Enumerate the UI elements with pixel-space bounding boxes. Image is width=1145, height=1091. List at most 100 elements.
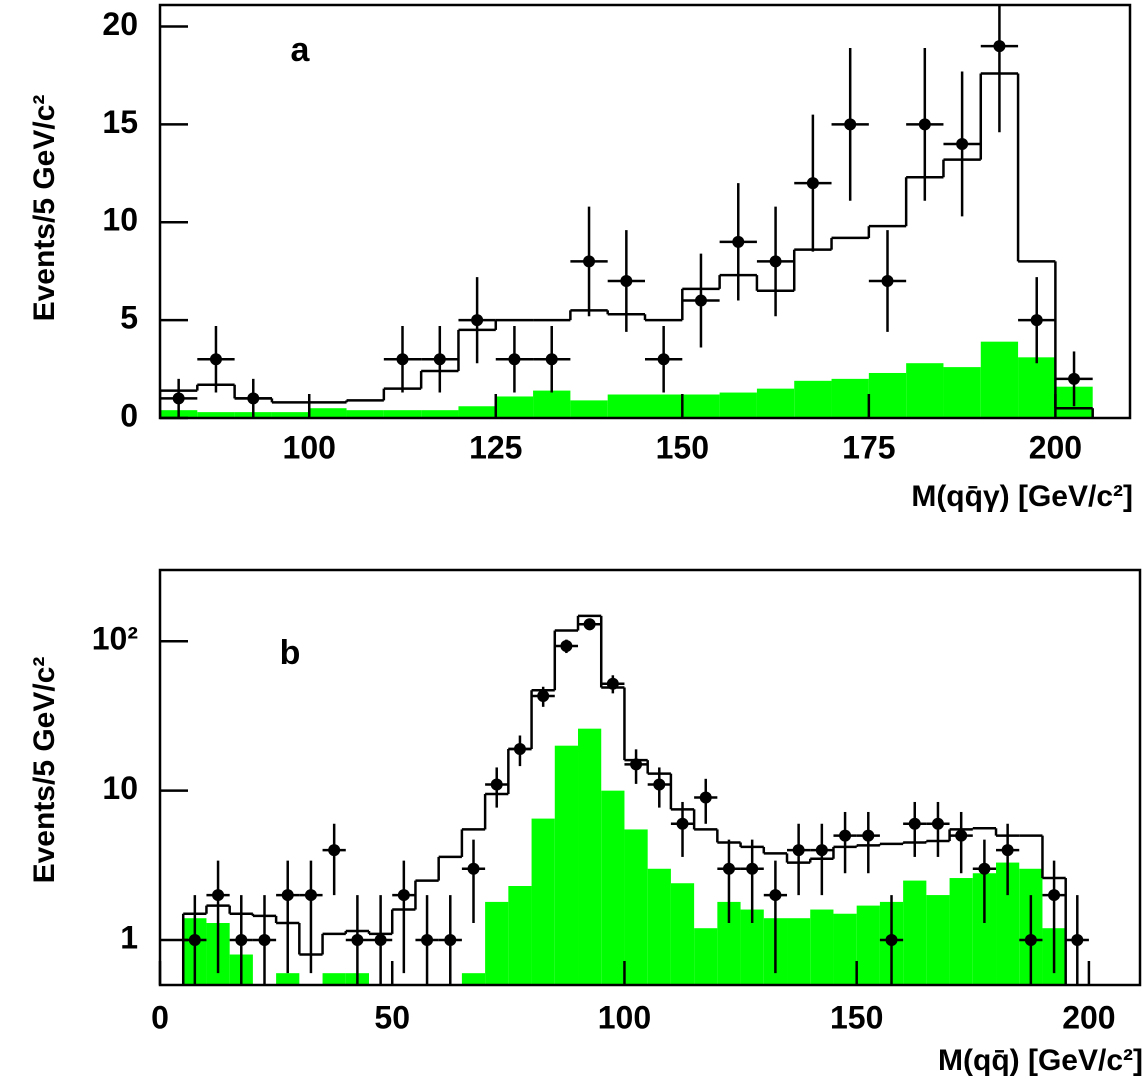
data-point (508, 353, 521, 366)
data-point (792, 844, 805, 857)
data-point (732, 235, 745, 248)
background-bar (607, 394, 645, 418)
data-point (653, 778, 666, 791)
background-bar (740, 909, 764, 985)
data-point (258, 934, 271, 947)
background-bar (461, 973, 486, 985)
data-point (722, 862, 735, 875)
frame (158, 3, 1132, 420)
data-point (815, 844, 828, 857)
y-tick-label: 10 (102, 770, 138, 806)
background-bar (647, 868, 671, 985)
panel-label: b (280, 634, 301, 672)
background-bar (309, 408, 347, 418)
background-bar (980, 341, 1019, 418)
background-bar (1018, 357, 1056, 418)
data-point (931, 817, 944, 830)
background-bar (972, 873, 997, 985)
data-point (955, 829, 968, 842)
x-tick-label: 200 (1062, 999, 1115, 1035)
background-bar (383, 410, 422, 418)
y-tick-label: 15 (102, 104, 138, 140)
data-point (545, 353, 558, 366)
y-tick-label: 10 (102, 202, 138, 238)
data-point (583, 255, 596, 268)
background-bar (271, 412, 310, 418)
data-point (328, 844, 341, 857)
data-point (918, 118, 931, 131)
background-bar (508, 885, 532, 985)
data-point (1001, 844, 1014, 857)
data-point (993, 40, 1006, 53)
data-point (583, 618, 596, 631)
data-point (421, 934, 434, 947)
y-tick-label: 1 (120, 919, 138, 955)
background-bar (906, 363, 944, 418)
data-point (444, 934, 457, 947)
x-tick-label: 150 (656, 429, 709, 465)
background-bar (756, 388, 795, 418)
data-point (769, 889, 782, 902)
plot-area (160, 5, 1094, 418)
data-point (397, 889, 410, 902)
background-bar (831, 378, 869, 418)
x-tick-label: 100 (283, 429, 336, 465)
x-axis-title: M(qq̄) [GeV/c²] (938, 1044, 1143, 1077)
data-point (746, 862, 759, 875)
y-axis-title: Events/5 GeV/c² (28, 657, 61, 884)
background-bar (787, 918, 811, 985)
background-bar (421, 410, 459, 418)
data-point (1068, 372, 1081, 385)
background-bar (624, 829, 648, 985)
data-point (694, 294, 707, 307)
y-tick-label: 5 (120, 300, 138, 336)
y-tick-label: 0 (120, 397, 138, 433)
data-point (433, 353, 446, 366)
x-tick-label: 0 (151, 999, 169, 1035)
frame (158, 568, 1142, 987)
data-point (839, 829, 852, 842)
data-point (676, 817, 689, 830)
background-bar (601, 790, 625, 985)
data-point (396, 353, 409, 366)
background-bar (197, 412, 235, 418)
plot-area (181, 614, 1089, 985)
data-point (1024, 934, 1037, 947)
background-bar (682, 394, 720, 418)
data-point (844, 118, 857, 131)
data-point (304, 889, 317, 902)
data-point (657, 353, 670, 366)
data-point (513, 743, 526, 756)
data-point (1030, 314, 1043, 327)
background-bar (531, 818, 555, 985)
data-point (560, 639, 573, 652)
background-bar (949, 878, 973, 985)
y-tick-label: 20 (102, 6, 138, 42)
background-bar (996, 862, 1020, 985)
data-point (862, 829, 875, 842)
data-point (247, 392, 260, 405)
data-point (620, 274, 633, 287)
x-tick-label: 50 (374, 999, 410, 1035)
background-bar (943, 367, 981, 418)
background-bar (485, 901, 509, 985)
background-bar (322, 973, 346, 985)
data-point (235, 934, 248, 947)
data-point (699, 791, 712, 804)
background-bar (694, 928, 718, 985)
data-point (978, 862, 991, 875)
background-bar (717, 901, 741, 985)
background-bar (276, 973, 300, 985)
data-point (188, 934, 201, 947)
background-bar (570, 400, 608, 418)
data-point (209, 353, 222, 366)
data-point (630, 758, 643, 771)
data-point (351, 934, 364, 947)
background-bar (868, 372, 907, 418)
background-bar (903, 880, 927, 985)
data-point (908, 817, 921, 830)
background-bar (346, 410, 384, 418)
data-point (1048, 889, 1061, 902)
data-point (281, 889, 294, 902)
background-bar (719, 392, 757, 418)
